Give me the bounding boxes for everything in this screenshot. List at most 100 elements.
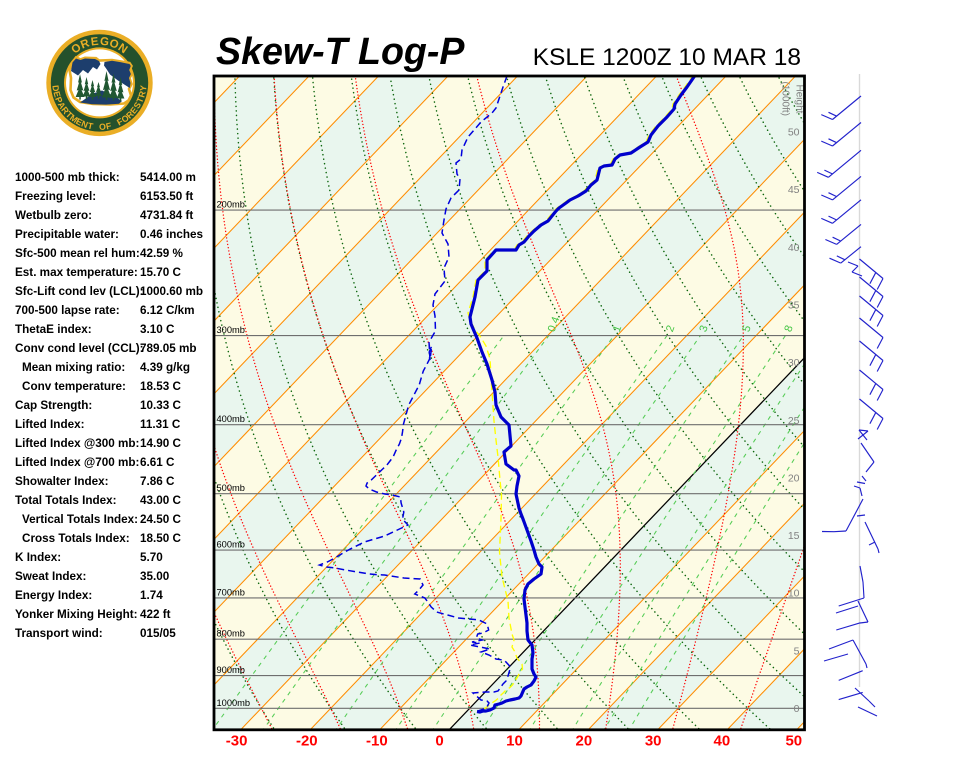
svg-text:800mb: 800mb bbox=[217, 629, 245, 639]
svg-text:35: 35 bbox=[788, 300, 800, 312]
svg-text:18.53 C: 18.53 C bbox=[140, 380, 181, 393]
svg-text:S: S bbox=[132, 100, 144, 110]
svg-text:Sweat Index:: Sweat Index: bbox=[15, 570, 86, 583]
svg-text:Precipitable water:: Precipitable water: bbox=[15, 228, 119, 241]
svg-text:30: 30 bbox=[645, 733, 662, 750]
svg-text:Energy Index:: Energy Index: bbox=[15, 589, 92, 602]
svg-text:Freezing level:: Freezing level: bbox=[15, 190, 96, 203]
svg-text:M: M bbox=[68, 112, 80, 124]
svg-text:Sfc-500 mean rel hum:: Sfc-500 mean rel hum: bbox=[15, 247, 140, 260]
svg-text:0: 0 bbox=[435, 733, 443, 750]
svg-text:Cross Totals Index:: Cross Totals Index: bbox=[22, 532, 130, 545]
svg-text:1000mb: 1000mb bbox=[217, 698, 251, 708]
svg-text:5414.00 m: 5414.00 m bbox=[140, 171, 196, 184]
svg-text:6153.50 ft: 6153.50 ft bbox=[140, 190, 193, 203]
svg-text:300mb: 300mb bbox=[217, 325, 245, 335]
svg-text:G: G bbox=[99, 36, 109, 49]
svg-text:789.05 mb: 789.05 mb bbox=[140, 342, 197, 355]
svg-text:F: F bbox=[105, 120, 113, 131]
svg-text:50: 50 bbox=[785, 733, 802, 750]
svg-text:Mean mixing ratio:: Mean mixing ratio: bbox=[22, 361, 125, 374]
svg-text:10: 10 bbox=[788, 588, 800, 600]
svg-text:422 ft: 422 ft bbox=[140, 608, 171, 621]
svg-text:(1000ft): (1000ft) bbox=[780, 82, 791, 116]
svg-text:30: 30 bbox=[788, 357, 800, 369]
svg-text:-20: -20 bbox=[296, 733, 318, 750]
svg-text:7.86 C: 7.86 C bbox=[140, 475, 175, 488]
svg-text:1000.60 mb: 1000.60 mb bbox=[140, 285, 203, 298]
svg-text:15.70 C: 15.70 C bbox=[140, 266, 181, 279]
svg-text:R: R bbox=[136, 89, 147, 98]
svg-text:11.31 C: 11.31 C bbox=[140, 418, 181, 431]
svg-text:900mb: 900mb bbox=[217, 665, 245, 675]
svg-text:Wetbulb zero:: Wetbulb zero: bbox=[15, 209, 92, 222]
svg-text:Total Totals Index:: Total Totals Index: bbox=[15, 494, 117, 507]
svg-text:E: E bbox=[90, 36, 99, 49]
svg-text:20: 20 bbox=[788, 472, 800, 484]
svg-text:45: 45 bbox=[788, 184, 800, 196]
svg-text:40: 40 bbox=[714, 733, 731, 750]
svg-text:25: 25 bbox=[788, 415, 800, 427]
svg-text:Skew-T Log-P: Skew-T Log-P bbox=[216, 30, 465, 72]
svg-text:6.12 C/km: 6.12 C/km bbox=[140, 304, 195, 317]
svg-text:Transport wind:: Transport wind: bbox=[15, 627, 103, 640]
svg-text:O: O bbox=[119, 113, 131, 125]
svg-text:N: N bbox=[80, 118, 89, 130]
svg-text:10: 10 bbox=[506, 733, 523, 750]
svg-text:15: 15 bbox=[788, 530, 800, 542]
svg-text:Yonker Mixing Height:: Yonker Mixing Height: bbox=[15, 608, 138, 621]
svg-text:-30: -30 bbox=[226, 733, 248, 750]
svg-text:5: 5 bbox=[740, 324, 753, 334]
svg-text:Height: Height bbox=[794, 85, 805, 114]
svg-text:4731.84 ft: 4731.84 ft bbox=[140, 209, 193, 222]
svg-text:K Index:: K Index: bbox=[15, 551, 61, 564]
svg-text:Sfc-Lift cond lev (LCL):: Sfc-Lift cond lev (LCL): bbox=[15, 285, 144, 298]
svg-text:015/05: 015/05 bbox=[140, 627, 176, 640]
svg-text:18.50 C: 18.50 C bbox=[140, 532, 181, 545]
svg-text:42.59 %: 42.59 % bbox=[140, 247, 183, 260]
svg-text:E: E bbox=[74, 116, 84, 128]
svg-text:Cap Strength:: Cap Strength: bbox=[15, 399, 92, 412]
svg-text:35.00: 35.00 bbox=[140, 570, 170, 583]
svg-text:A: A bbox=[56, 100, 68, 111]
svg-text:Conv cond level (CCL):: Conv cond level (CCL): bbox=[15, 342, 144, 355]
svg-text:Vertical Totals Index:: Vertical Totals Index: bbox=[22, 513, 138, 526]
svg-text:500mb: 500mb bbox=[217, 483, 245, 493]
svg-text:8: 8 bbox=[782, 324, 795, 334]
svg-text:40: 40 bbox=[788, 242, 800, 254]
svg-text:0.4: 0.4 bbox=[546, 315, 563, 333]
svg-text:6.61 C: 6.61 C bbox=[140, 456, 175, 469]
svg-text:Lifted Index @300 mb:: Lifted Index @300 mb: bbox=[15, 437, 139, 450]
svg-text:KSLE 1200Z 10 MAR 18: KSLE 1200Z 10 MAR 18 bbox=[533, 44, 801, 71]
svg-text:0: 0 bbox=[794, 703, 800, 715]
svg-text:50: 50 bbox=[788, 127, 800, 139]
svg-text:Lifted Index:: Lifted Index: bbox=[15, 418, 84, 431]
svg-text:T: T bbox=[134, 95, 146, 104]
svg-text:2: 2 bbox=[664, 324, 677, 334]
svg-text:24.50 C: 24.50 C bbox=[140, 513, 181, 526]
svg-text:E: E bbox=[51, 90, 62, 98]
svg-text:14.90 C: 14.90 C bbox=[140, 437, 181, 450]
svg-text:10.33 C: 10.33 C bbox=[140, 399, 181, 412]
svg-text:-10: -10 bbox=[366, 733, 388, 750]
svg-text:Est. max temperature:: Est. max temperature: bbox=[15, 266, 138, 279]
svg-text:400mb: 400mb bbox=[217, 414, 245, 424]
svg-text:1.74: 1.74 bbox=[140, 589, 163, 602]
svg-text:E: E bbox=[128, 105, 140, 116]
svg-text:P: P bbox=[53, 95, 65, 104]
svg-text:0.46 inches: 0.46 inches bbox=[140, 228, 204, 241]
svg-text:R: R bbox=[59, 105, 71, 117]
svg-text:Y: Y bbox=[138, 85, 149, 92]
svg-text:O: O bbox=[99, 122, 107, 132]
svg-text:T: T bbox=[64, 109, 75, 120]
svg-text:5: 5 bbox=[794, 645, 800, 657]
svg-text:1: 1 bbox=[611, 324, 624, 334]
svg-text:4.39 g/kg: 4.39 g/kg bbox=[140, 361, 190, 374]
svg-text:D: D bbox=[50, 84, 61, 92]
svg-text:Lifted Index @700 mb:: Lifted Index @700 mb: bbox=[15, 456, 139, 469]
svg-text:5.70: 5.70 bbox=[140, 551, 163, 564]
svg-text:R: R bbox=[124, 109, 136, 121]
svg-text:700-500 lapse rate:: 700-500 lapse rate: bbox=[15, 304, 120, 317]
svg-text:1000-500 mb thick:: 1000-500 mb thick: bbox=[15, 171, 120, 184]
svg-text:3: 3 bbox=[697, 324, 710, 334]
